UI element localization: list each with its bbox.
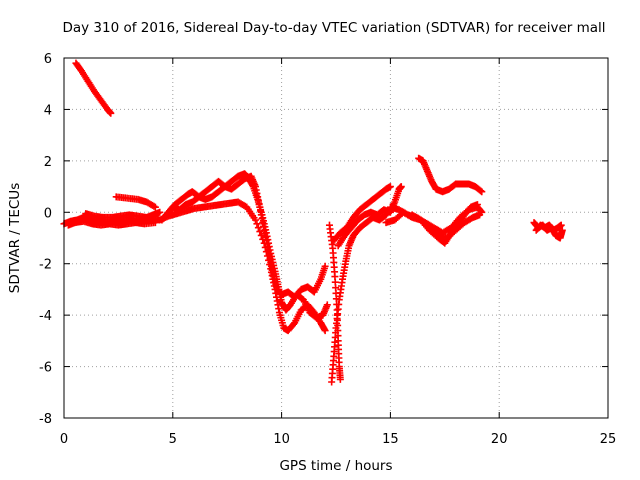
data-point xyxy=(336,375,344,383)
series-cluster-22b xyxy=(532,221,565,234)
y-tick-label: -8 xyxy=(39,412,52,427)
plot-frame xyxy=(63,57,609,419)
data-point xyxy=(397,183,405,191)
data-point xyxy=(478,188,486,196)
series-band-16-19-lower xyxy=(408,211,484,242)
data-point xyxy=(150,202,158,210)
data-point xyxy=(323,301,331,309)
x-tick-label: 10 xyxy=(273,432,290,447)
data-point xyxy=(151,219,159,227)
data-point xyxy=(254,224,262,232)
y-axis-label: SDTVAR / TECUs xyxy=(7,183,23,293)
series-high-arc xyxy=(72,59,115,117)
data-point xyxy=(107,109,115,117)
x-tick-label: 5 xyxy=(169,432,177,447)
x-tick-label: 0 xyxy=(60,432,68,447)
data-point xyxy=(151,203,159,211)
y-tick-label: -4 xyxy=(39,309,52,324)
y-tick-label: 2 xyxy=(44,155,52,170)
series-hump-16-19 xyxy=(415,154,486,196)
y-tick-label: 4 xyxy=(44,103,52,118)
y-tick-label: -6 xyxy=(39,361,52,376)
axis-ticks: 0 5 10 15 20 25 -8 -6 -4 -2 0 2 4 6 xyxy=(39,52,616,447)
data-point xyxy=(557,221,565,229)
data-point xyxy=(256,228,264,236)
data-point xyxy=(321,262,329,270)
data-point xyxy=(251,216,259,224)
series-rise-band-b xyxy=(162,172,329,301)
x-tick-label: 20 xyxy=(491,432,508,447)
x-tick-label: 15 xyxy=(382,432,399,447)
data-point xyxy=(477,187,485,195)
series-rise-13-15 xyxy=(330,183,394,245)
data-point xyxy=(386,183,394,191)
y-tick-label: 0 xyxy=(44,206,52,221)
data-point xyxy=(321,327,329,335)
data-point xyxy=(257,231,265,239)
data-point xyxy=(253,220,261,228)
data-point xyxy=(558,226,566,234)
x-axis-label: GPS time / hours xyxy=(279,458,392,474)
series-upper-band xyxy=(112,193,159,211)
data-point xyxy=(476,211,484,219)
x-tick-label: 25 xyxy=(600,432,617,447)
series-rise-13-15b xyxy=(334,183,405,250)
series-lower-band-2 xyxy=(64,217,159,229)
series-hump-2-4 xyxy=(82,208,164,221)
chart-title: Day 310 of 2016, Sidereal Day-to-day VTE… xyxy=(62,20,605,36)
data-point xyxy=(156,208,164,216)
y-tick-label: -2 xyxy=(39,258,52,273)
data-points xyxy=(60,59,566,386)
y-tick-label: 6 xyxy=(44,52,52,67)
